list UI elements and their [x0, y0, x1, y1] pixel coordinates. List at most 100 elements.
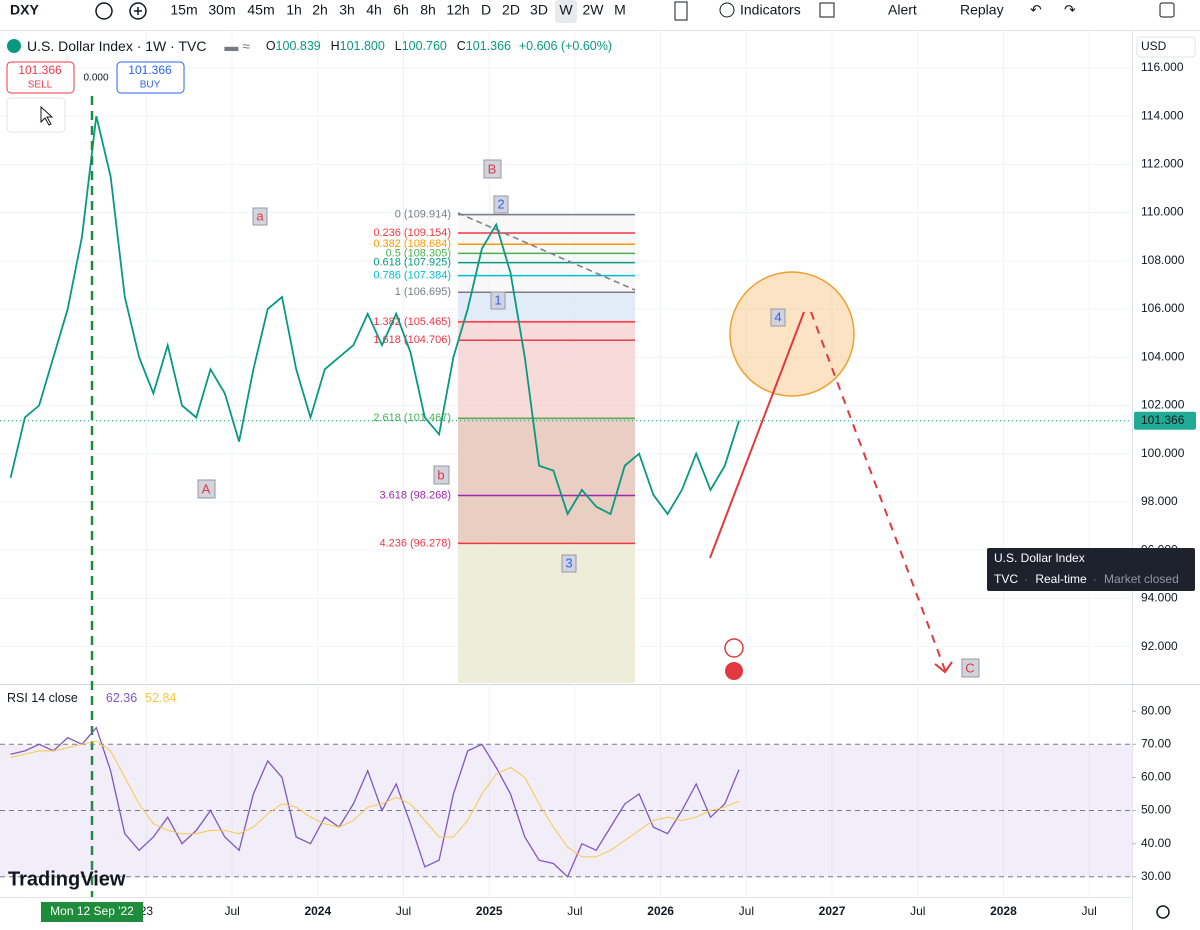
interval-button[interactable]: W	[559, 2, 573, 18]
rsi-value: 52.84	[145, 691, 176, 705]
target-circle	[729, 271, 855, 397]
date-marker-label: Mon 12 Sep '22	[50, 904, 134, 918]
interval-button[interactable]: 3D	[530, 2, 548, 18]
wave-label-box	[561, 554, 577, 573]
toolbar-button[interactable]: Alert	[888, 2, 917, 18]
toolbar-button[interactable]: Indicators	[740, 2, 801, 18]
interval-button[interactable]: 30m	[208, 2, 235, 18]
x-tick-label: Jul	[224, 904, 239, 918]
fib-label: 0.786 (107.384)	[373, 270, 451, 282]
interval-button[interactable]: 12h	[446, 2, 469, 18]
currency: USD	[1141, 39, 1167, 53]
rsi-band	[0, 744, 1132, 877]
x-tick-label: 2027	[819, 904, 846, 918]
interval-button[interactable]: 2W	[583, 2, 605, 18]
wave-label: B	[488, 161, 497, 176]
interval-button[interactable]: 2D	[502, 2, 520, 18]
fib-zone	[458, 292, 635, 320]
interval-button[interactable]: 6h	[393, 2, 409, 18]
y-tick-label: 102.000	[1141, 398, 1185, 412]
interval-button[interactable]: 2h	[312, 2, 328, 18]
x-tick-label: Jul	[739, 904, 754, 918]
x-tick-label: 2024	[304, 904, 331, 918]
wave-label: 2	[497, 196, 504, 211]
fullscreen-icon[interactable]	[1159, 2, 1175, 18]
ohlc-key: C	[457, 39, 466, 53]
sell-button[interactable]	[6, 61, 75, 94]
event-icon[interactable]	[724, 638, 744, 658]
interval-button[interactable]: 15m	[170, 2, 197, 18]
interval-button[interactable]: 3h	[339, 2, 355, 18]
symbol-icon[interactable]	[95, 2, 113, 20]
tooltip-feed: Real-time	[1035, 572, 1087, 586]
sell-label: SELL	[28, 80, 53, 91]
y-tick-label: 114.000	[1141, 108, 1184, 122]
fib-zones	[458, 213, 635, 683]
fib-zone	[458, 494, 635, 543]
y-tick-label: 112.000	[1141, 157, 1184, 171]
ohlc-value: 100.760	[402, 39, 447, 53]
ohlc-value: 101.800	[340, 39, 385, 53]
trend-line	[457, 212, 636, 291]
x-tick-label: Jul	[910, 904, 925, 918]
y-tick-label: 92.000	[1141, 639, 1178, 653]
x-tick-label: Jul	[567, 904, 582, 918]
chart-type-icon[interactable]	[674, 1, 688, 21]
legend: U.S. Dollar Index · 1W · TVC ▬ ≈ O100.83…	[27, 38, 612, 54]
ohlc-key: H	[331, 39, 340, 53]
legend-title: U.S. Dollar Index · 1W · TVC	[27, 38, 206, 54]
event-icon[interactable]	[725, 662, 743, 680]
buy-price: 101.366	[128, 63, 172, 77]
wave-label: C	[965, 660, 974, 675]
rsi-legend: RSI 14 close 62.36 52.84	[7, 691, 176, 705]
y-tick-label: 94.000	[1141, 591, 1178, 605]
fib-label: 0.236 (109.154)	[373, 227, 451, 239]
redo-icon[interactable]: ↷	[1064, 2, 1076, 18]
active-interval-bg	[555, 0, 577, 23]
x-tick-label: 2026	[647, 904, 674, 918]
undo-icon[interactable]: ↶	[1030, 2, 1042, 18]
cursor-icon[interactable]	[40, 105, 54, 126]
interval-button[interactable]: 45m	[247, 2, 274, 18]
settings-icon[interactable]	[1156, 905, 1170, 919]
toolbar-button[interactable]: Replay	[960, 2, 1004, 18]
indicators-icon[interactable]	[719, 2, 735, 18]
interval-button[interactable]: D	[481, 2, 491, 18]
legend-icons: ▬ ≈	[224, 38, 250, 54]
rsi-title: RSI 14 close	[7, 691, 78, 705]
add-symbol-icon[interactable]	[129, 2, 147, 20]
wave-label-box	[197, 479, 216, 499]
fib-label: 1.382 (105.465)	[373, 316, 451, 328]
x-tick-label: Jul	[396, 904, 411, 918]
x-tick-label: 2028	[990, 904, 1017, 918]
interval-button[interactable]: 1h	[286, 2, 302, 18]
symbol-logo	[7, 39, 21, 53]
interval-button[interactable]: M	[614, 2, 626, 18]
x-tick-label: 23	[140, 904, 154, 918]
change: +0.606 (+0.60%)	[519, 39, 612, 53]
rsi-value: 62.36	[106, 691, 137, 705]
wave-label: A	[202, 481, 211, 496]
tooltip-info: TVC · Real-time · Market closed	[994, 572, 1179, 586]
y-tick-label: 30.00	[1141, 869, 1171, 883]
interval-button[interactable]: 8h	[420, 2, 436, 18]
y-tick-label: 70.00	[1141, 736, 1171, 750]
interval-button[interactable]: 4h	[366, 2, 382, 18]
layouts-icon[interactable]	[819, 2, 835, 18]
wave-label: b	[437, 467, 444, 482]
y-tick-label: 98.000	[1141, 494, 1178, 508]
symbol[interactable]: DXY	[10, 2, 39, 18]
time-axis: 23 Jul 2024 Jul 2025 Jul 2026 Jul 2027 Jul 2028 Jul	[140, 904, 1097, 918]
price-pane: 92.00094.00096.00098.000100.000102.00010…	[0, 60, 1196, 653]
buy-button[interactable]	[116, 61, 185, 94]
fib-label: 3.618 (98.268)	[379, 489, 451, 501]
currency-button[interactable]	[1136, 36, 1196, 58]
last-price-tag	[1134, 411, 1196, 430]
y-tick-label: 80.00	[1141, 703, 1171, 717]
series-line	[9, 115, 740, 517]
fib-label: 4.236 (96.278)	[379, 537, 451, 549]
wave-label: 4	[774, 309, 781, 324]
fib-label: 0.618 (107.925)	[373, 257, 451, 269]
x-tick-label: Jul	[1081, 904, 1096, 918]
